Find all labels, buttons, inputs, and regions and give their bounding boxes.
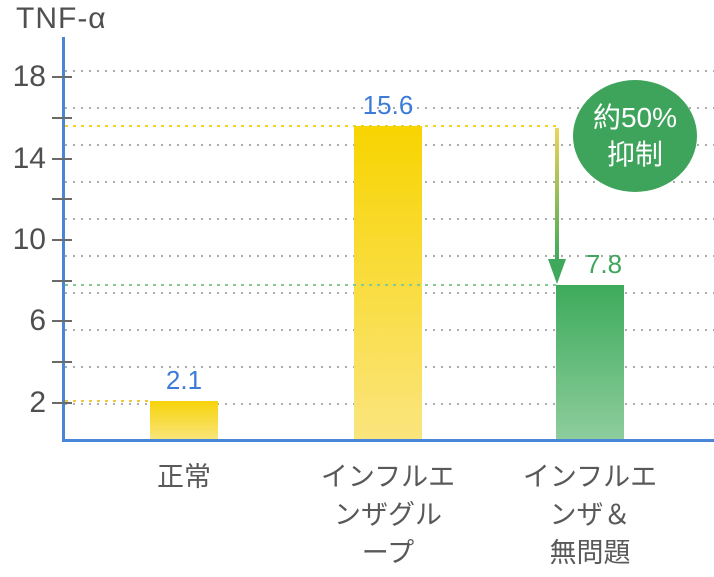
suppression-badge-line2: 抑制 (606, 139, 663, 170)
y-axis-tick (52, 157, 72, 160)
x-axis-line (62, 439, 714, 442)
y-axis-tick (52, 401, 72, 404)
bar (354, 126, 422, 440)
y-axis-tick (52, 239, 72, 241)
y-axis-tick (52, 279, 72, 282)
reference-line (65, 283, 556, 286)
y-axis-tick (52, 198, 72, 201)
y-axis-tick (52, 116, 72, 119)
x-axis-category-label: インフルエ ンザ＆ 無問題 (522, 462, 658, 568)
y-axis-tick-label: 18 (12, 60, 46, 94)
bar (150, 400, 218, 440)
y-axis-tick-label: 10 (12, 223, 46, 256)
suppression-arrow-head-icon (548, 259, 566, 284)
gridline (65, 70, 714, 72)
y-axis-title: TNF-α (16, 2, 107, 35)
suppression-badge: 約50% 抑制 (573, 80, 697, 192)
suppression-arrow-shaft (555, 128, 559, 261)
x-axis-category-label: インフルエ ンザグル ープ (320, 462, 456, 568)
suppression-badge-line1: 約50% (592, 102, 678, 133)
y-axis-tick-label: 6 (29, 304, 46, 338)
reference-line (65, 399, 150, 402)
gridline (65, 107, 714, 109)
bar-value-label: 2.1 (165, 364, 203, 395)
y-axis-tick (52, 320, 72, 323)
bar-value-label: 15.6 (362, 90, 414, 121)
y-axis-tick (52, 76, 72, 79)
bar-value-label: 7.8 (585, 248, 623, 279)
y-axis-tick-label: 14 (12, 141, 46, 175)
x-axis-category-label: 正常 (157, 462, 211, 492)
y-axis-tick-label: 2 (29, 385, 46, 419)
y-axis-tick (52, 361, 72, 364)
bar (556, 284, 624, 440)
reference-line (65, 125, 556, 128)
